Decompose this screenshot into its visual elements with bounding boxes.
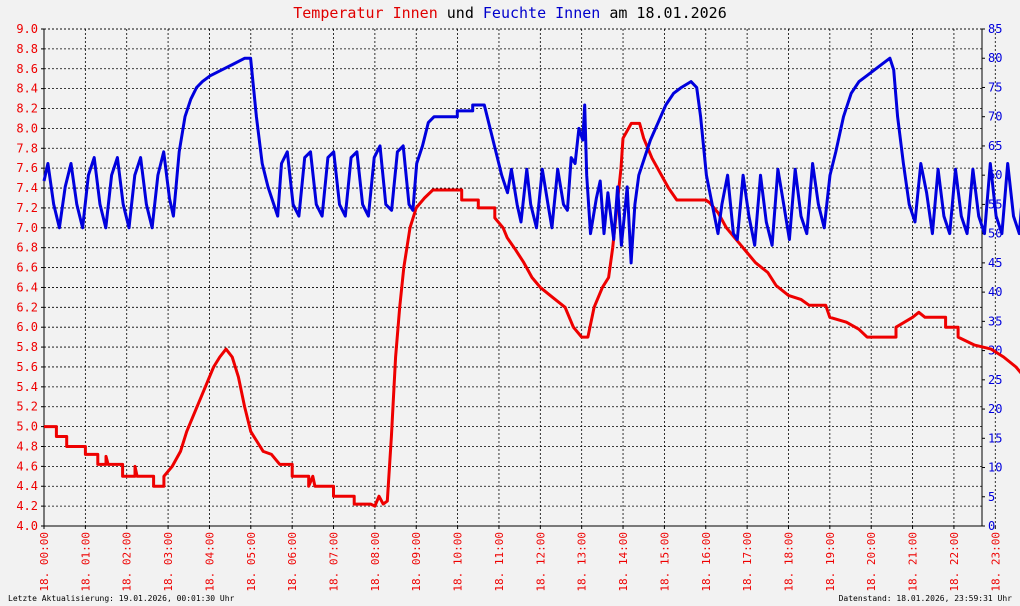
left-tick-label: 4.0: [16, 519, 38, 533]
x-tick-label: 18. 03:00: [162, 532, 175, 592]
left-tick-label: 7.6: [16, 161, 38, 175]
right-tick-label: 0: [988, 519, 995, 533]
right-tick-label: 15: [988, 431, 1002, 445]
temperature-series-line: [44, 121, 1020, 508]
x-tick-label: 18. 21:00: [907, 532, 920, 592]
left-tick-label: 6.2: [16, 300, 38, 314]
last-update-label: Letzte Aktualisierung: 19.01.2026, 00:01…: [8, 594, 235, 603]
x-tick-label: 18. 14:00: [617, 532, 630, 592]
x-axis-ticks: 18. 00:00 18. 01:00 18. 02:00 18. 03:00 18. …: [38, 526, 1002, 592]
title-date: am 18.01.2026: [600, 4, 727, 22]
x-tick-label: 18. 20:00: [865, 532, 878, 592]
x-tick-label: 18. 16:00: [700, 532, 713, 592]
right-tick-label: 10: [988, 461, 1002, 475]
left-tick-label: 7.0: [16, 221, 38, 235]
right-tick-label: 45: [988, 256, 1002, 270]
title-und: und: [437, 4, 483, 22]
x-tick-label: 18. 17:00: [741, 532, 754, 592]
right-tick-label: 5: [988, 490, 995, 504]
left-tick-label: 4.4: [16, 479, 38, 493]
data-timestamp-label: Datenstand: 18.01.2026, 23:59:31 Uhr: [838, 594, 1012, 603]
left-tick-label: 4.2: [16, 499, 38, 513]
chart-title: Temperatur Innen und Feuchte Innen am 18…: [0, 4, 1020, 22]
right-tick-label: 80: [988, 51, 1002, 65]
right-tick-label: 75: [988, 80, 1002, 94]
left-tick-label: 5.4: [16, 380, 38, 394]
x-tick-label: 18. 01:00: [79, 532, 92, 592]
left-tick-label: 7.2: [16, 201, 38, 215]
x-tick-label: 18. 11:00: [493, 532, 506, 592]
left-tick-label: 8.2: [16, 102, 38, 116]
x-tick-label: 18. 09:00: [410, 532, 423, 592]
right-tick-label: 70: [988, 110, 1002, 124]
x-tick-label: 18. 19:00: [824, 532, 837, 592]
x-tick-label: 18. 18:00: [782, 532, 795, 592]
title-humidity: Feuchte Innen: [482, 4, 601, 22]
left-tick-label: 8.6: [16, 62, 38, 76]
left-tick-label: 4.8: [16, 439, 38, 453]
left-tick-label: 9.0: [16, 22, 38, 36]
right-tick-label: 40: [988, 285, 1002, 299]
left-tick-label: 8.8: [16, 42, 38, 56]
left-tick-label: 5.6: [16, 360, 38, 374]
x-tick-label: 18. 13:00: [576, 532, 589, 592]
grid-group: [44, 28, 996, 527]
x-tick-label: 18. 04:00: [203, 532, 216, 592]
x-tick-label: 18. 07:00: [328, 532, 341, 592]
left-tick-label: 5.8: [16, 340, 38, 354]
title-temperature: Temperatur Innen: [293, 4, 438, 22]
left-tick-label: 7.8: [16, 141, 38, 155]
right-tick-label: 25: [988, 373, 1002, 387]
x-tick-label: 18. 15:00: [658, 532, 671, 592]
x-tick-label: 18. 00:00: [38, 532, 51, 592]
left-tick-label: 6.6: [16, 261, 38, 275]
right-tick-label: 50: [988, 227, 1002, 241]
left-tick-label: 5.0: [16, 420, 38, 434]
left-tick-label: 8.0: [16, 121, 38, 135]
x-tick-label: 18. 02:00: [121, 532, 134, 592]
left-tick-label: 7.4: [16, 181, 38, 195]
left-axis-ticks: 4.0 4.2 4.4 4.6 4.8 5.0 5.2 5.4 5.6 5.8 6.0 6.2 6.4 6…: [16, 22, 44, 533]
right-tick-label: 85: [988, 22, 1002, 36]
left-tick-label: 5.2: [16, 400, 38, 414]
left-tick-label: 6.0: [16, 320, 38, 334]
x-tick-label: 18. 05:00: [245, 532, 258, 592]
x-tick-label: 18. 10:00: [452, 532, 465, 592]
left-tick-label: 8.4: [16, 82, 38, 96]
x-tick-label: 18. 06:00: [286, 532, 299, 592]
humidity-series-line: [42, 56, 1020, 265]
right-tick-label: 65: [988, 139, 1002, 153]
x-tick-label: 18. 22:00: [948, 532, 961, 592]
left-tick-label: 6.4: [16, 280, 38, 294]
x-tick-label: 18. 12:00: [534, 532, 547, 592]
right-tick-label: 35: [988, 314, 1002, 328]
x-tick-label: 18. 23:00: [989, 532, 1002, 592]
x-tick-label: 18. 08:00: [369, 532, 382, 592]
left-tick-label: 4.6: [16, 459, 38, 473]
right-tick-label: 20: [988, 402, 1002, 416]
left-tick-label: 6.8: [16, 241, 38, 255]
